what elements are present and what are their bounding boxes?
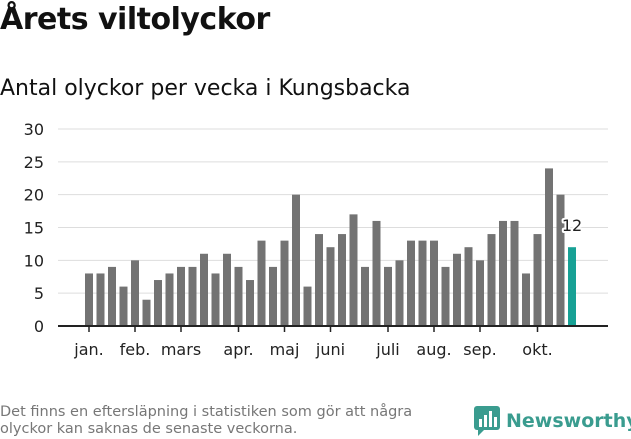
y-tick-label: 20 [24,186,44,205]
bar [487,234,496,326]
x-tick-label: maj [270,340,300,359]
bar [384,266,392,326]
bar-chart: 0 5 10 15 20 25 30 jan. feb. mars apr. maj juni juli… [24,120,608,359]
bar [303,286,312,326]
y-tick-label: 30 [24,120,44,139]
bar [142,299,151,326]
bar [453,253,461,326]
bar [556,194,565,326]
y-tick-label: 15 [24,219,44,238]
bar [407,240,415,326]
bar [533,234,542,326]
bar [464,247,473,326]
bar [269,266,277,326]
bar [361,266,369,326]
y-tick-label: 0 [34,317,44,336]
bars [85,168,576,326]
bar [234,266,243,326]
data-labels: 12 [560,214,584,237]
x-tick-label: jan. [73,340,103,359]
bar [338,234,346,326]
highlight-value-label: 12 [562,216,582,235]
chart-title: Årets viltolyckor [0,2,270,37]
bar [188,266,197,326]
y-tick-label: 25 [24,153,44,172]
bar [85,273,93,326]
bar [349,214,358,326]
bar [326,247,335,326]
bar [165,273,174,326]
bar [280,240,289,326]
bar [96,273,105,326]
brand-name: Newsworthy [506,410,631,432]
bar [441,266,450,326]
x-tick-label: juni [315,340,345,359]
bar [545,168,553,326]
bar [119,286,128,326]
x-tick-label: feb. [120,340,151,359]
bar-highlight [568,247,576,326]
x-tick-label: mars [161,340,201,359]
y-tick-label: 10 [24,251,44,270]
bar [246,280,254,326]
bar [200,253,208,326]
bar [395,260,404,326]
newsworthy-logo-icon [474,406,500,436]
bar [108,266,116,326]
x-tick-label: apr. [223,340,253,359]
bar [430,240,438,326]
bar [476,260,484,326]
x-axis-ticks: jan. feb. mars apr. maj juni juli aug. sep. okt. [73,326,553,359]
bar [372,220,381,326]
y-axis-ticks: 0 5 10 15 20 25 30 [24,120,44,336]
x-tick-label: okt. [522,340,552,359]
bar [257,240,266,326]
y-tick-label: 5 [34,284,44,303]
bar [315,234,323,326]
bar [154,280,162,326]
x-tick-label: sep. [463,340,496,359]
bar [211,273,220,326]
bar [131,260,139,326]
chart-subtitle: Antal olyckor per vecka i Kungsbacka [0,76,411,101]
x-tick-label: aug. [416,340,451,359]
bar [177,266,185,326]
footnote: Det finns en eftersläpning i statistiken… [0,404,413,437]
bar [522,273,530,326]
bar [418,240,427,326]
bar [510,220,519,326]
bar [499,220,507,326]
bar [292,194,300,326]
bar [223,253,231,326]
x-tick-label: juli [375,340,399,359]
brand-logo[interactable]: Newsworthy [474,406,631,436]
